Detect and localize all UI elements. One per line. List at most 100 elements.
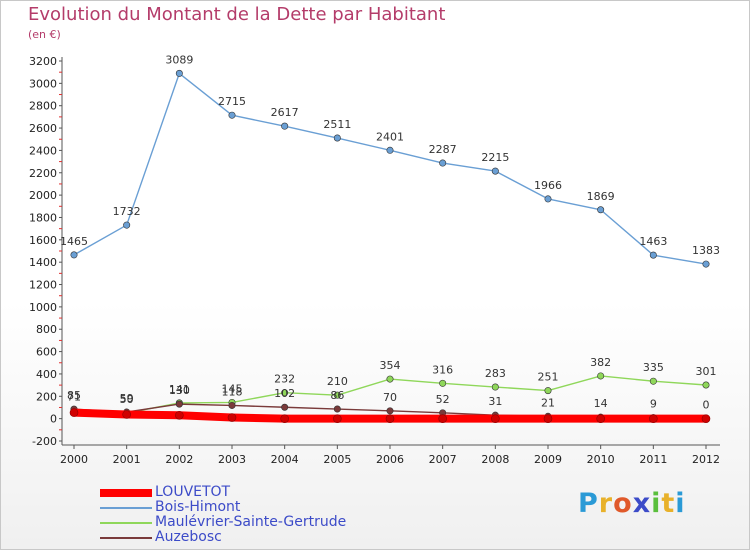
x-tick-label: 2012: [692, 453, 720, 466]
x-tick-label: 2010: [587, 453, 615, 466]
data-label: 251: [538, 371, 559, 384]
data-point: [543, 414, 553, 423]
y-tick-label: 0: [50, 413, 57, 426]
data-label: 283: [485, 367, 506, 380]
y-tick-label: -200: [32, 435, 57, 448]
x-tick-label: 2003: [218, 453, 246, 466]
data-label: 1966: [534, 179, 562, 192]
data-label: 210: [327, 375, 348, 388]
data-label: 9: [650, 398, 657, 411]
chart-unit-label: (en €): [28, 28, 61, 41]
data-label: 232: [274, 373, 295, 386]
data-label: 2215: [481, 151, 509, 164]
y-tick-label: 2600: [29, 122, 57, 135]
data-label: 2401: [376, 130, 404, 143]
y-tick-label: 2000: [29, 189, 57, 202]
data-point: [597, 372, 605, 380]
data-point: [439, 379, 447, 387]
y-tick-label: 800: [36, 323, 57, 336]
data-label: 354: [380, 359, 401, 372]
data-point: [281, 122, 289, 130]
y-tick-label: 200: [36, 390, 57, 403]
data-point: [649, 377, 657, 385]
data-label: 86: [330, 389, 344, 402]
data-label: 2715: [218, 95, 246, 108]
x-tick-label: 2006: [376, 453, 404, 466]
legend-label: Bois-Himont: [155, 499, 241, 515]
logo-letter: i: [675, 488, 686, 519]
data-point: [701, 414, 711, 423]
data-point: [386, 375, 394, 383]
data-label: 1383: [692, 244, 720, 257]
data-point: [175, 69, 183, 77]
data-label: 0: [703, 399, 710, 412]
data-point: [491, 414, 500, 423]
data-label: 2617: [271, 106, 299, 119]
data-label: 71: [67, 391, 81, 404]
data-point: [491, 167, 499, 175]
data-point: [649, 414, 658, 423]
data-point: [649, 251, 657, 259]
y-tick-label: 600: [36, 346, 57, 359]
legend-label: Auzebosc: [155, 529, 222, 545]
data-label: 382: [590, 356, 611, 369]
data-point: [123, 221, 131, 229]
data-label: 52: [436, 393, 450, 406]
data-label: 1463: [639, 235, 667, 248]
data-point: [597, 206, 605, 214]
data-label: 21: [541, 396, 555, 409]
y-tick-label: 1600: [29, 234, 57, 247]
data-point: [596, 414, 605, 423]
data-label: 2287: [429, 143, 457, 156]
y-tick-label: 1400: [29, 256, 57, 269]
data-point: [386, 407, 394, 415]
x-tick-label: 2000: [60, 453, 88, 466]
data-label: 3089: [165, 53, 193, 66]
series-line: [73, 72, 707, 265]
data-point: [333, 405, 341, 413]
logo-letter: P: [578, 488, 599, 519]
x-tick-label: 2011: [639, 453, 667, 466]
x-tick-label: 2009: [534, 453, 562, 466]
data-label: 1732: [113, 205, 141, 218]
data-point: [175, 400, 183, 408]
data-label: 301: [696, 365, 717, 378]
y-tick-label: 3200: [29, 55, 57, 68]
data-point: [281, 403, 289, 411]
data-point: [69, 408, 79, 417]
data-label: 31: [488, 395, 502, 408]
proxiti-logo: Proxiti: [578, 488, 686, 519]
data-label: 14: [594, 397, 608, 410]
data-point: [228, 401, 236, 409]
x-tick-label: 2001: [113, 453, 141, 466]
data-label: 102: [274, 387, 295, 400]
x-tick-label: 2007: [429, 453, 457, 466]
data-label: 145: [222, 382, 243, 395]
x-tick-label: 2008: [481, 453, 509, 466]
data-label: 335: [643, 361, 664, 374]
data-point: [333, 134, 341, 142]
data-point: [702, 381, 710, 389]
data-label: 141: [169, 383, 190, 396]
logo-letter: o: [613, 488, 633, 519]
chart-title: Evolution du Montant de la Dette par Hab…: [28, 4, 446, 25]
y-tick-label: 2400: [29, 144, 57, 157]
y-tick-label: 2200: [29, 167, 57, 180]
data-point: [386, 146, 394, 154]
data-label: 70: [383, 391, 397, 404]
data-point: [544, 195, 552, 203]
data-point: [227, 413, 237, 422]
data-point: [281, 389, 289, 397]
logo-letter: i: [651, 488, 662, 519]
data-point: [70, 251, 78, 259]
data-label: 1465: [60, 235, 88, 248]
data-point: [438, 414, 447, 423]
y-tick-label: 400: [36, 368, 57, 381]
data-label: 85: [67, 389, 81, 402]
data-label: 316: [432, 363, 453, 376]
data-point: [544, 387, 552, 395]
legend-label: Maulévrier-Sainte-Gertrude: [155, 514, 347, 530]
data-point: [385, 414, 395, 423]
